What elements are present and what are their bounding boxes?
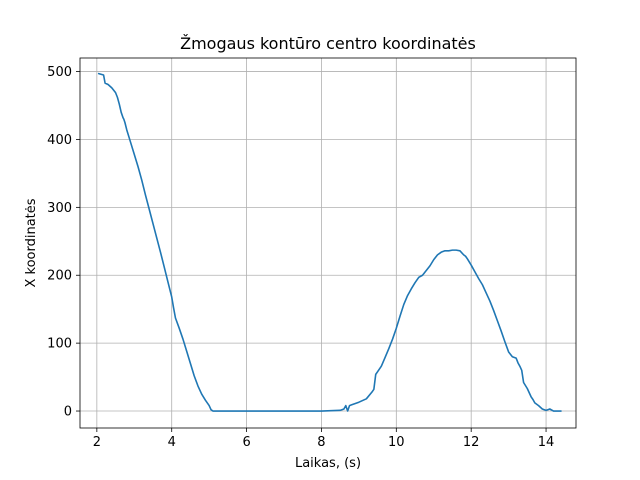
y-tick-label: 300: [47, 201, 72, 216]
y-tick-label: 0: [64, 405, 72, 420]
x-tick-label: 14: [538, 435, 555, 450]
grid: [80, 58, 576, 428]
x-tick-label: 12: [463, 435, 480, 450]
y-tick-label: 200: [47, 269, 72, 284]
x-tick-label: 8: [317, 435, 325, 450]
x-tick-label: 4: [168, 435, 176, 450]
y-tick-label: 400: [47, 133, 72, 148]
y-tick-label: 100: [47, 337, 72, 352]
x-tick-label: 6: [242, 435, 250, 450]
x-tick-label: 10: [388, 435, 405, 450]
series-layer: [97, 72, 562, 412]
x-axis-label: Laikas, (s): [295, 456, 361, 471]
series-line: [97, 72, 562, 412]
chart-title: Žmogaus kontūro centro koordinatės: [180, 34, 476, 53]
y-axis-label: X koordinatės: [24, 198, 39, 287]
plot-frame: [79, 57, 577, 429]
axis-ticks: 2 4 6 8 10 12 14 0 100 200 300 400 500: [47, 65, 554, 450]
y-tick-label: 500: [47, 65, 72, 80]
x-tick-label: 2: [93, 435, 101, 450]
